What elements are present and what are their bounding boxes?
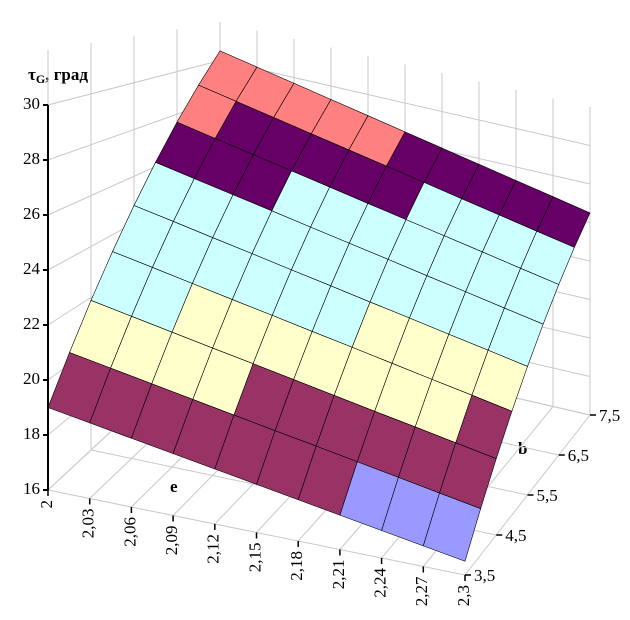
z-tick-label: 28 [23, 149, 40, 168]
y-tick-label: 4,5 [505, 526, 526, 545]
x-tick-label: 2,12 [204, 534, 223, 564]
z-tick-label: 22 [23, 314, 40, 333]
z-tick-label: 16 [23, 479, 40, 498]
y-tick-label: 3,5 [474, 566, 495, 585]
z-tick-label: 20 [23, 369, 40, 388]
x-tick-label: 2,24 [371, 568, 390, 598]
side-grid-line [47, 60, 221, 106]
z-label-subscript: G [36, 72, 45, 86]
z-tick-label: 18 [23, 424, 40, 443]
x-tick-label: 2,06 [120, 517, 139, 547]
x-tick-label: 2,27 [412, 576, 431, 606]
y-tick-label: 5,5 [537, 486, 558, 505]
z-tick-label: 26 [23, 204, 40, 223]
y-tick-label: 7,5 [599, 406, 620, 425]
z-tick-label: 30 [23, 94, 40, 113]
x-tick-label: 2,21 [329, 560, 348, 590]
x-tick-label: 2,03 [79, 509, 98, 539]
x-tick-label: 2 [37, 500, 56, 509]
y-axis-label: b [518, 439, 527, 458]
x-tick-label: 2,15 [245, 543, 264, 573]
x-tick-label: 2,3 [454, 585, 473, 606]
z-tick-label: 24 [23, 259, 41, 278]
back-grid-line [219, 60, 591, 146]
z-label-symbol: τ [28, 65, 36, 84]
y-tick-label: 6,5 [568, 446, 589, 465]
surface-patch [422, 492, 481, 562]
z-axis-label: τG, град [28, 65, 88, 86]
z-label-text: , град [45, 65, 88, 84]
x-axis-label: e [170, 477, 178, 496]
x-tick-label: 2,18 [287, 551, 306, 581]
x-tick-label: 2,09 [162, 526, 181, 556]
